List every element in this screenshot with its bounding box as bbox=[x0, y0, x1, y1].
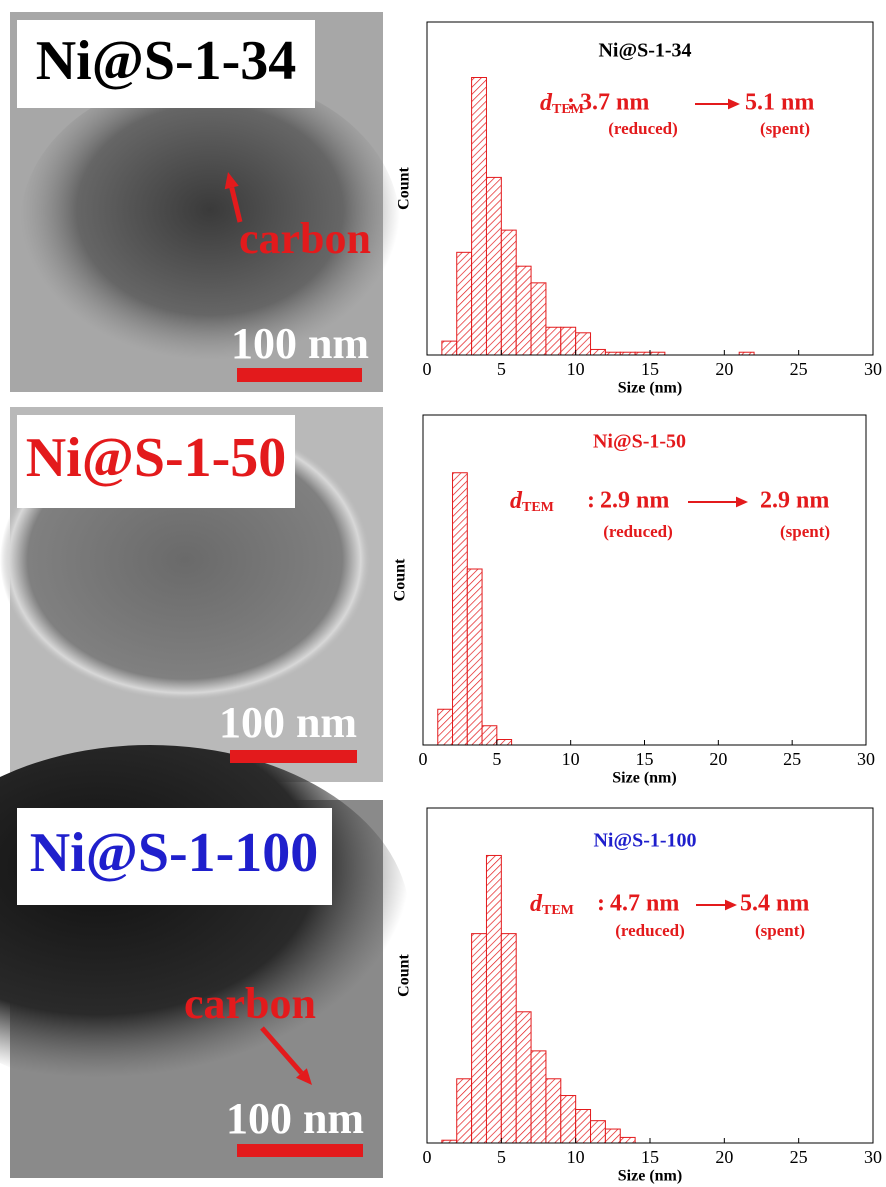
scale-bar bbox=[237, 1144, 363, 1157]
scale-bar-label: 100 nm bbox=[219, 698, 357, 747]
carbon-annotation: carbon bbox=[184, 979, 316, 1028]
x-tick-label: 30 bbox=[864, 359, 882, 379]
x-tick-label: 10 bbox=[567, 1147, 585, 1167]
annotation-d: dTEM bbox=[510, 488, 554, 516]
histogram-bar bbox=[561, 327, 576, 355]
histogram-bar bbox=[591, 349, 606, 355]
chart-title: Ni@S-1-100 bbox=[593, 830, 696, 852]
x-tick-label: 0 bbox=[423, 1147, 432, 1167]
histogram-bar bbox=[501, 230, 516, 355]
histogram-bar bbox=[501, 934, 516, 1143]
histogram-bar bbox=[531, 1051, 546, 1143]
x-tick-label: 20 bbox=[709, 749, 727, 769]
annotation-subscript: TEM bbox=[542, 903, 574, 918]
annotation-subscript: TEM bbox=[522, 500, 554, 515]
y-axis-label: Count bbox=[396, 166, 413, 209]
histogram-bar bbox=[482, 726, 497, 745]
histogram-bar bbox=[497, 740, 512, 746]
scale-bar bbox=[230, 750, 357, 763]
spent-label: (spent) bbox=[755, 921, 805, 940]
spent-value: 2.9 nm bbox=[760, 488, 829, 514]
histogram-bar bbox=[516, 1012, 531, 1143]
x-tick-label: 30 bbox=[864, 1147, 882, 1167]
histogram-bar bbox=[531, 283, 546, 355]
x-tick-label: 0 bbox=[419, 749, 428, 769]
reduced-label: (reduced) bbox=[608, 119, 678, 138]
x-axis-label: Size (nm) bbox=[612, 770, 676, 787]
y-axis-label: Count bbox=[392, 558, 409, 601]
arrow-head bbox=[728, 99, 740, 110]
arrow-head bbox=[725, 900, 737, 911]
x-tick-label: 10 bbox=[567, 359, 585, 379]
plot-frame bbox=[423, 415, 866, 745]
histogram-bar bbox=[576, 333, 591, 355]
carbon-annotation: carbon bbox=[239, 214, 371, 263]
scale-bar-label: 100 nm bbox=[231, 319, 369, 368]
x-tick-label: 25 bbox=[790, 1147, 808, 1167]
annotation-separator: : bbox=[597, 891, 605, 917]
histogram-bar bbox=[467, 569, 482, 745]
x-tick-label: 5 bbox=[497, 359, 506, 379]
x-tick-label: 15 bbox=[641, 1147, 659, 1167]
x-tick-label: 20 bbox=[715, 1147, 733, 1167]
annotation-separator: : bbox=[567, 90, 575, 116]
reduced-label: (reduced) bbox=[603, 522, 673, 541]
chart-title: Ni@S-1-50 bbox=[593, 431, 686, 453]
histogram-bar bbox=[561, 1096, 576, 1143]
x-tick-label: 15 bbox=[641, 359, 659, 379]
histogram-bar bbox=[576, 1110, 591, 1144]
x-tick-label: 15 bbox=[636, 749, 654, 769]
x-axis-label: Size (nm) bbox=[618, 1168, 682, 1185]
reduced-value: 2.9 nm bbox=[600, 488, 669, 514]
annotation-separator: : bbox=[587, 488, 595, 514]
reduced-value: 4.7 nm bbox=[610, 891, 679, 917]
histogram-bar bbox=[442, 341, 457, 355]
x-tick-label: 25 bbox=[790, 359, 808, 379]
histogram-bar bbox=[453, 473, 468, 745]
histogram-bar bbox=[605, 1129, 620, 1143]
sample-label: Ni@S-1-50 bbox=[26, 427, 287, 489]
reduced-value: 3.7 nm bbox=[580, 90, 649, 116]
annotation-d: dTEM bbox=[540, 90, 584, 118]
x-tick-label: 30 bbox=[857, 749, 875, 769]
histogram-bar bbox=[457, 1079, 472, 1143]
histogram-bar bbox=[591, 1121, 606, 1143]
histogram-bar bbox=[472, 934, 487, 1143]
reduced-label: (reduced) bbox=[615, 921, 685, 940]
histogram-bar bbox=[457, 252, 472, 355]
histogram-bar bbox=[546, 327, 561, 355]
scale-bar-label: 100 nm bbox=[226, 1094, 364, 1143]
annotation-d: dTEM bbox=[530, 891, 574, 919]
sample-label: Ni@S-1-100 bbox=[30, 822, 319, 884]
histogram-bar bbox=[516, 266, 531, 355]
x-tick-label: 20 bbox=[715, 359, 733, 379]
spent-value: 5.1 nm bbox=[745, 90, 814, 116]
histogram-bar bbox=[438, 709, 453, 745]
histogram-bar bbox=[620, 1137, 635, 1143]
spent-label: (spent) bbox=[780, 522, 830, 541]
figure: Ni@S-1-34 100 nm carbon Ni@S-1-50 100 nm Ni@S… bbox=[0, 0, 886, 1187]
x-tick-label: 0 bbox=[423, 359, 432, 379]
x-tick-label: 10 bbox=[562, 749, 580, 769]
spent-label: (spent) bbox=[760, 119, 810, 138]
x-axis-label: Size (nm) bbox=[618, 380, 682, 397]
x-tick-label: 5 bbox=[492, 749, 501, 769]
sample-label: Ni@S-1-34 bbox=[36, 30, 297, 92]
histogram-bar bbox=[546, 1079, 561, 1143]
spent-value: 5.4 nm bbox=[740, 891, 809, 917]
x-tick-label: 25 bbox=[783, 749, 801, 769]
histogram-bar bbox=[486, 177, 501, 355]
x-tick-label: 5 bbox=[497, 1147, 506, 1167]
arrow-head bbox=[736, 497, 748, 508]
chart-title: Ni@S-1-34 bbox=[598, 40, 691, 62]
scale-bar bbox=[237, 368, 362, 382]
histogram-bar bbox=[472, 78, 487, 356]
y-axis-label: Count bbox=[396, 953, 413, 996]
histogram-bar bbox=[486, 855, 501, 1143]
